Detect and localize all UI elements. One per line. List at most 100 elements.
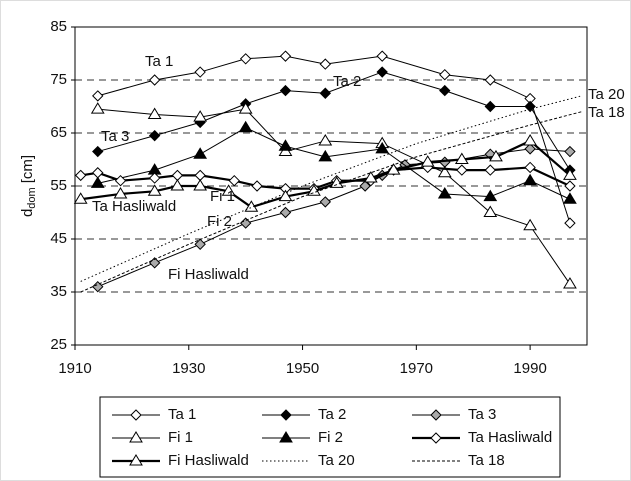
marker — [376, 66, 388, 78]
y-tick-label: 35 — [50, 283, 67, 300]
legend-label: Ta 18 — [468, 452, 505, 469]
marker — [484, 100, 496, 113]
marker — [113, 186, 128, 199]
marker — [221, 184, 236, 196]
marker — [439, 84, 451, 97]
legend-marker — [430, 432, 442, 444]
marker — [318, 149, 333, 162]
marker — [483, 189, 498, 202]
marker — [376, 50, 388, 62]
y-tick-label: 45 — [50, 230, 67, 247]
marker — [74, 169, 87, 182]
x-tick-label: 1930 — [172, 360, 205, 377]
marker — [279, 84, 292, 97]
marker — [359, 180, 371, 192]
marker — [147, 184, 162, 196]
marker — [73, 192, 88, 204]
series-annotation: Fi 2 — [207, 213, 232, 230]
series-annotation: Ta 20 — [588, 86, 625, 103]
y-label-unit: [cm] — [19, 155, 36, 183]
y-tick-label: 65 — [50, 124, 67, 141]
legend-marker — [130, 409, 142, 421]
legend-label: Fi 1 — [168, 429, 193, 446]
y-axis-label: ddom [cm] — [19, 155, 38, 217]
legend-label: Fi 2 — [318, 429, 343, 446]
marker — [114, 174, 127, 187]
legend-label: Ta 1 — [168, 406, 196, 423]
legend-marker — [280, 409, 292, 421]
marker — [484, 164, 496, 176]
marker — [278, 139, 293, 151]
legend-label: Ta 20 — [318, 452, 355, 469]
plot-frame — [74, 26, 588, 346]
marker — [318, 133, 333, 146]
marker — [319, 196, 332, 208]
marker — [420, 155, 435, 167]
series-annotation: Ta 18 — [588, 104, 625, 121]
series-annotation: Ta 3 — [101, 128, 129, 145]
y-label-main: d — [19, 209, 36, 217]
marker — [375, 141, 390, 154]
y-tick-label: 85 — [50, 18, 67, 35]
marker — [148, 74, 161, 86]
marker — [279, 206, 292, 219]
legend-marker — [129, 454, 143, 466]
x-tick-label: 1970 — [400, 360, 433, 377]
series-line — [80, 111, 582, 293]
marker — [456, 164, 468, 176]
marker — [239, 53, 252, 65]
x-tick-label: 1950 — [286, 360, 319, 377]
marker — [563, 168, 577, 180]
marker — [363, 171, 378, 183]
marker — [238, 102, 253, 114]
marker — [524, 143, 536, 155]
legend-label: Ta 2 — [318, 406, 346, 423]
marker — [238, 120, 253, 133]
marker — [279, 50, 292, 62]
marker — [483, 205, 498, 217]
marker — [439, 68, 451, 81]
legend-marker — [129, 431, 143, 443]
marker — [307, 184, 321, 196]
legend-label: Fi Hasliwald — [168, 452, 249, 469]
marker — [329, 176, 344, 188]
marker — [147, 107, 162, 119]
marker — [194, 66, 206, 78]
series-annotation: Ta 1 — [145, 53, 173, 70]
series-annotation: Fi 1 — [210, 188, 235, 205]
marker — [524, 161, 536, 174]
legend-marker — [279, 431, 293, 443]
y-tick-label: 75 — [50, 71, 67, 88]
marker — [278, 189, 293, 202]
marker — [92, 145, 104, 158]
marker — [484, 74, 496, 86]
y-label-sub: dom — [26, 187, 38, 208]
y-tick-label: 25 — [50, 336, 67, 353]
legend-marker — [430, 409, 442, 421]
x-tick-label: 1910 — [58, 360, 91, 377]
series-annotation: Fi Hasliwald — [168, 266, 249, 283]
marker — [523, 218, 537, 231]
legend-box — [99, 396, 561, 478]
marker — [251, 180, 263, 192]
marker — [193, 110, 208, 122]
legend-label: Ta Hasliwald — [468, 429, 552, 446]
marker — [193, 147, 208, 159]
marker — [564, 217, 576, 229]
marker — [228, 174, 240, 187]
marker — [90, 176, 105, 188]
marker — [92, 280, 104, 293]
marker — [170, 179, 185, 191]
marker — [523, 133, 537, 146]
marker — [564, 180, 576, 192]
marker — [148, 129, 161, 142]
marker — [148, 172, 161, 184]
marker — [386, 163, 401, 175]
marker — [523, 173, 537, 186]
marker — [92, 167, 104, 179]
x-tick-label: 1990 — [513, 360, 546, 377]
marker — [92, 90, 104, 102]
marker — [437, 165, 452, 178]
